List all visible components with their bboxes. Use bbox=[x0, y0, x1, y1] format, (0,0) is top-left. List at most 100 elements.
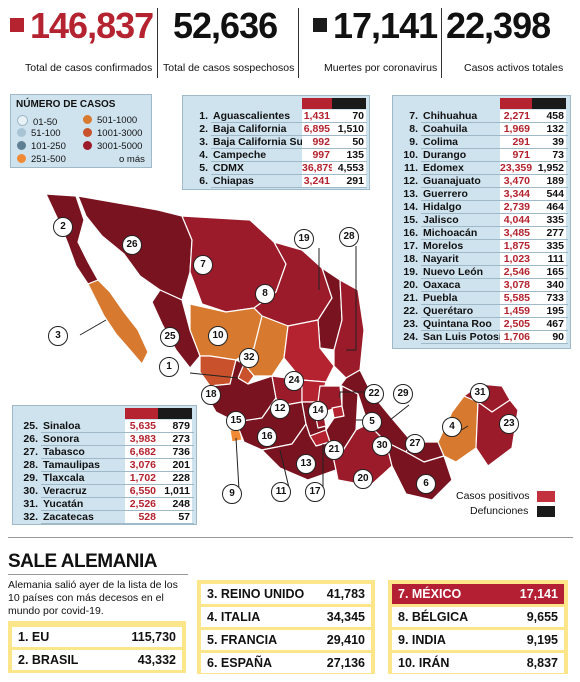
state-name: Baja California Sur bbox=[213, 136, 307, 148]
state-deaths: 228 bbox=[158, 472, 192, 484]
row-divider bbox=[421, 330, 568, 331]
ranking-row: 6. ESPAÑA 27,136 bbox=[201, 653, 371, 673]
divider bbox=[298, 8, 299, 78]
table-row: 31. Yucatán 2,526 248 bbox=[13, 498, 196, 510]
state-name: Tabasco bbox=[43, 446, 85, 458]
map-state-label: 14 bbox=[308, 401, 328, 421]
state-number: 31. bbox=[23, 498, 38, 510]
state-cases: 291 bbox=[500, 136, 532, 148]
map-state-label: 6 bbox=[416, 474, 436, 494]
state-cases: 2,505 bbox=[500, 318, 532, 330]
state-deaths: 879 bbox=[158, 420, 192, 432]
state-deaths: 736 bbox=[158, 446, 192, 458]
state-number: 18. bbox=[403, 253, 418, 265]
state-number: 30. bbox=[23, 485, 38, 497]
state-number: 23. bbox=[403, 318, 418, 330]
active-label: Casos activos totales bbox=[464, 62, 564, 74]
map-state-label: 8 bbox=[255, 284, 275, 304]
state-name: Sonora bbox=[43, 433, 80, 445]
legend-label: 01-50 bbox=[33, 117, 58, 128]
state-deaths: 189 bbox=[532, 175, 566, 187]
map-state-label: 15 bbox=[226, 411, 246, 431]
row-divider bbox=[421, 278, 568, 279]
map-state-label: 28 bbox=[339, 227, 359, 247]
country-deaths: 9,195 bbox=[526, 633, 558, 647]
state-name: Chihuahua bbox=[423, 110, 478, 122]
row-divider bbox=[41, 445, 194, 446]
state-cases: 1,702 bbox=[125, 472, 158, 484]
row-divider bbox=[41, 458, 194, 459]
state-cases: 1,875 bbox=[500, 240, 532, 252]
state-name: Sinaloa bbox=[43, 420, 81, 432]
map-state-label: 22 bbox=[364, 384, 384, 404]
country-name: 1. EU bbox=[18, 630, 50, 644]
state-number: 10. bbox=[403, 149, 418, 161]
state-name: Chiapas bbox=[213, 175, 254, 187]
country-name: 4. ITALIA bbox=[207, 610, 261, 624]
table-row: 22. Querétaro 1,459 195 bbox=[393, 305, 570, 317]
state-cases: 2,739 bbox=[500, 201, 532, 213]
cases-marker bbox=[10, 18, 24, 32]
state-number: 28. bbox=[23, 459, 38, 471]
country-name: 3. REINO UNIDO bbox=[207, 587, 305, 601]
state-deaths: 467 bbox=[532, 318, 566, 330]
map-state-label: 29 bbox=[393, 384, 413, 404]
state-name: Querétaro bbox=[423, 305, 474, 317]
state-cases: 3,485 bbox=[500, 227, 532, 239]
confirmed-label: Total de casos confirmados bbox=[25, 62, 153, 74]
state-name: Morelos bbox=[423, 240, 464, 252]
ranking-row: 10. IRÁN 8,837 bbox=[392, 653, 564, 673]
map-state-label: 20 bbox=[353, 469, 373, 489]
row-divider bbox=[41, 497, 194, 498]
table-row: 29. Tlaxcala 1,702 228 bbox=[13, 472, 196, 484]
row-divider bbox=[41, 510, 194, 511]
row-divider bbox=[421, 200, 568, 201]
row-divider bbox=[41, 432, 194, 433]
row-divider bbox=[421, 174, 568, 175]
map-state-label: 10 bbox=[208, 326, 228, 346]
ranking-row: 3. REINO UNIDO 41,783 bbox=[201, 584, 371, 604]
map-state-label: 1 bbox=[159, 357, 179, 377]
row-divider bbox=[211, 174, 367, 175]
states-table-3: 25. Sinaloa 5,635 879 26. Sonora 3,983 273 27. Ta… bbox=[12, 405, 197, 525]
map-state-label: 26 bbox=[122, 235, 142, 255]
state-cases: 3,983 bbox=[125, 433, 158, 445]
cases-header bbox=[302, 98, 332, 109]
state-deaths: 70 bbox=[332, 110, 366, 122]
state-deaths: 1,952 bbox=[532, 162, 566, 174]
state-number: 26. bbox=[23, 433, 38, 445]
state-name: Tlaxcala bbox=[43, 472, 85, 484]
state-name: Guerrero bbox=[423, 188, 468, 200]
state-deaths: 57 bbox=[158, 511, 192, 523]
legend-item: 501-1000 bbox=[83, 115, 137, 127]
row-divider bbox=[421, 239, 568, 240]
map-state-label: 21 bbox=[324, 440, 344, 460]
state-name: Durango bbox=[423, 149, 467, 161]
table-row: 21. Puebla 5,585 733 bbox=[393, 292, 570, 304]
legend-swatch bbox=[83, 128, 92, 137]
state-name: Oaxaca bbox=[423, 279, 461, 291]
state-deaths: 544 bbox=[532, 188, 566, 200]
cases-legend: NÚMERO DE CASOS 01-50 51-100 101-250 251-50… bbox=[10, 94, 152, 168]
state-cases: 5,635 bbox=[125, 420, 158, 432]
state-name: Veracruz bbox=[43, 485, 87, 497]
table-row: 9. Colima 291 39 bbox=[393, 136, 570, 148]
state-cases: 4,044 bbox=[500, 214, 532, 226]
state-name: Hidalgo bbox=[423, 201, 462, 213]
state-puebla bbox=[325, 385, 359, 453]
table-row: 12. Guanajuato 3,470 189 bbox=[393, 175, 570, 187]
state-number: 2. bbox=[199, 123, 208, 135]
state-cases: 6,550 bbox=[125, 485, 158, 497]
state-deaths: 135 bbox=[332, 149, 366, 161]
state-cases: 3,078 bbox=[500, 279, 532, 291]
state-number: 15. bbox=[403, 214, 418, 226]
country-deaths: 43,332 bbox=[137, 653, 176, 667]
state-number: 21. bbox=[403, 292, 418, 304]
table-row: 10. Durango 971 73 bbox=[393, 149, 570, 161]
row-divider bbox=[421, 135, 568, 136]
state-number: 13. bbox=[403, 188, 418, 200]
map-state-label: 31 bbox=[470, 383, 490, 403]
row-divider bbox=[211, 187, 367, 188]
state-deaths: 248 bbox=[158, 498, 192, 510]
state-name: Puebla bbox=[423, 292, 458, 304]
